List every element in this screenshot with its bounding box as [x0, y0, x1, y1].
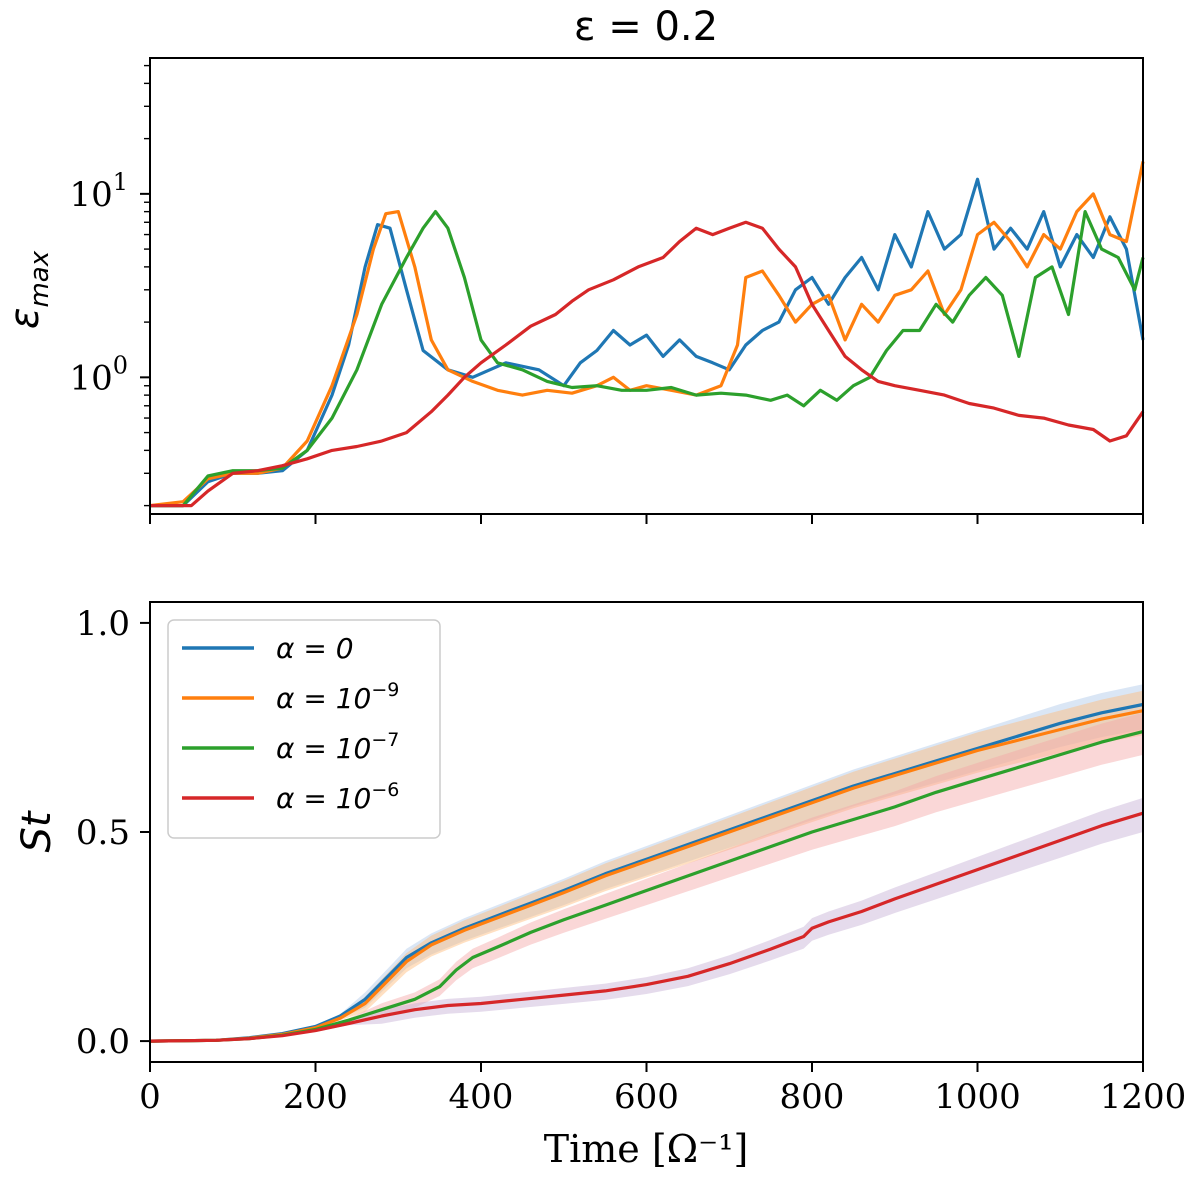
bottom-series-line-3: [149, 811, 1144, 1043]
svg-text:εmax: εmax: [2, 250, 55, 329]
bottom-band-2: [150, 712, 1143, 1042]
bottom-xtick-label: 1000: [934, 1077, 1021, 1117]
ylabel-sub: max: [25, 250, 55, 307]
bottom-xtick-label: 1200: [1100, 1077, 1187, 1117]
top-panel: ε = 0.2 100 101 εmax: [2, 4, 1145, 524]
bottom-xaxis: 0 200 400 600 800 1000 1200: [139, 1062, 1186, 1117]
top-series-line-2: [150, 210, 1145, 508]
top-series-line-3: [150, 220, 1145, 508]
legend-box: [167, 619, 441, 839]
bottom-band-3: [150, 797, 1143, 1042]
top-ylabel: εmax: [2, 250, 55, 329]
bottom-ytick-label: 1.0: [76, 604, 130, 644]
top-ytick-label: 101: [69, 168, 128, 215]
legend-label-1: α = 10−9: [276, 679, 399, 715]
bottom-ylabel: St: [14, 810, 60, 852]
bottom-band-1: [150, 690, 1143, 1042]
bottom-series-group: [149, 702, 1144, 1043]
top-xaxis: [149, 514, 1144, 524]
top-series-group: [149, 161, 1145, 508]
bottom-xtick-label: 800: [780, 1077, 845, 1117]
bottom-series-line-1: [149, 709, 1144, 1043]
bottom-ytick-label: 0.0: [76, 1022, 130, 1062]
bottom-series-line-2: [149, 730, 1144, 1043]
bottom-yaxis: 0.0 0.5 1.0: [76, 604, 150, 1062]
ylabel-base: ε: [2, 308, 48, 330]
top-ytick-label: 100: [69, 351, 128, 398]
legend: α = 0 α = 10−9 α = 10−7 α = 10−6: [167, 619, 441, 839]
legend-label-3: α = 10−6: [276, 779, 399, 815]
bottom-xtick-label: 200: [283, 1077, 348, 1117]
bottom-xtick-label: 400: [449, 1077, 514, 1117]
bottom-xtick-label: 600: [614, 1077, 679, 1117]
bottom-xtick-label: 0: [139, 1077, 161, 1117]
top-yaxis: 100 101: [69, 64, 150, 507]
legend-label-2: α = 10−7: [276, 729, 399, 765]
legend-label-0: α = 0: [276, 632, 354, 665]
chart-title: ε = 0.2: [574, 4, 718, 50]
bottom-xlabel: Time [Ω⁻¹]: [544, 1127, 749, 1171]
top-series-line-1: [149, 161, 1145, 508]
bottom-ytick-label: 0.5: [76, 813, 130, 853]
top-series-line-0: [150, 177, 1145, 508]
bottom-panel: 0.0 0.5 1.0 0 200 400 600 800 1000 1200 St Time …: [14, 601, 1186, 1171]
